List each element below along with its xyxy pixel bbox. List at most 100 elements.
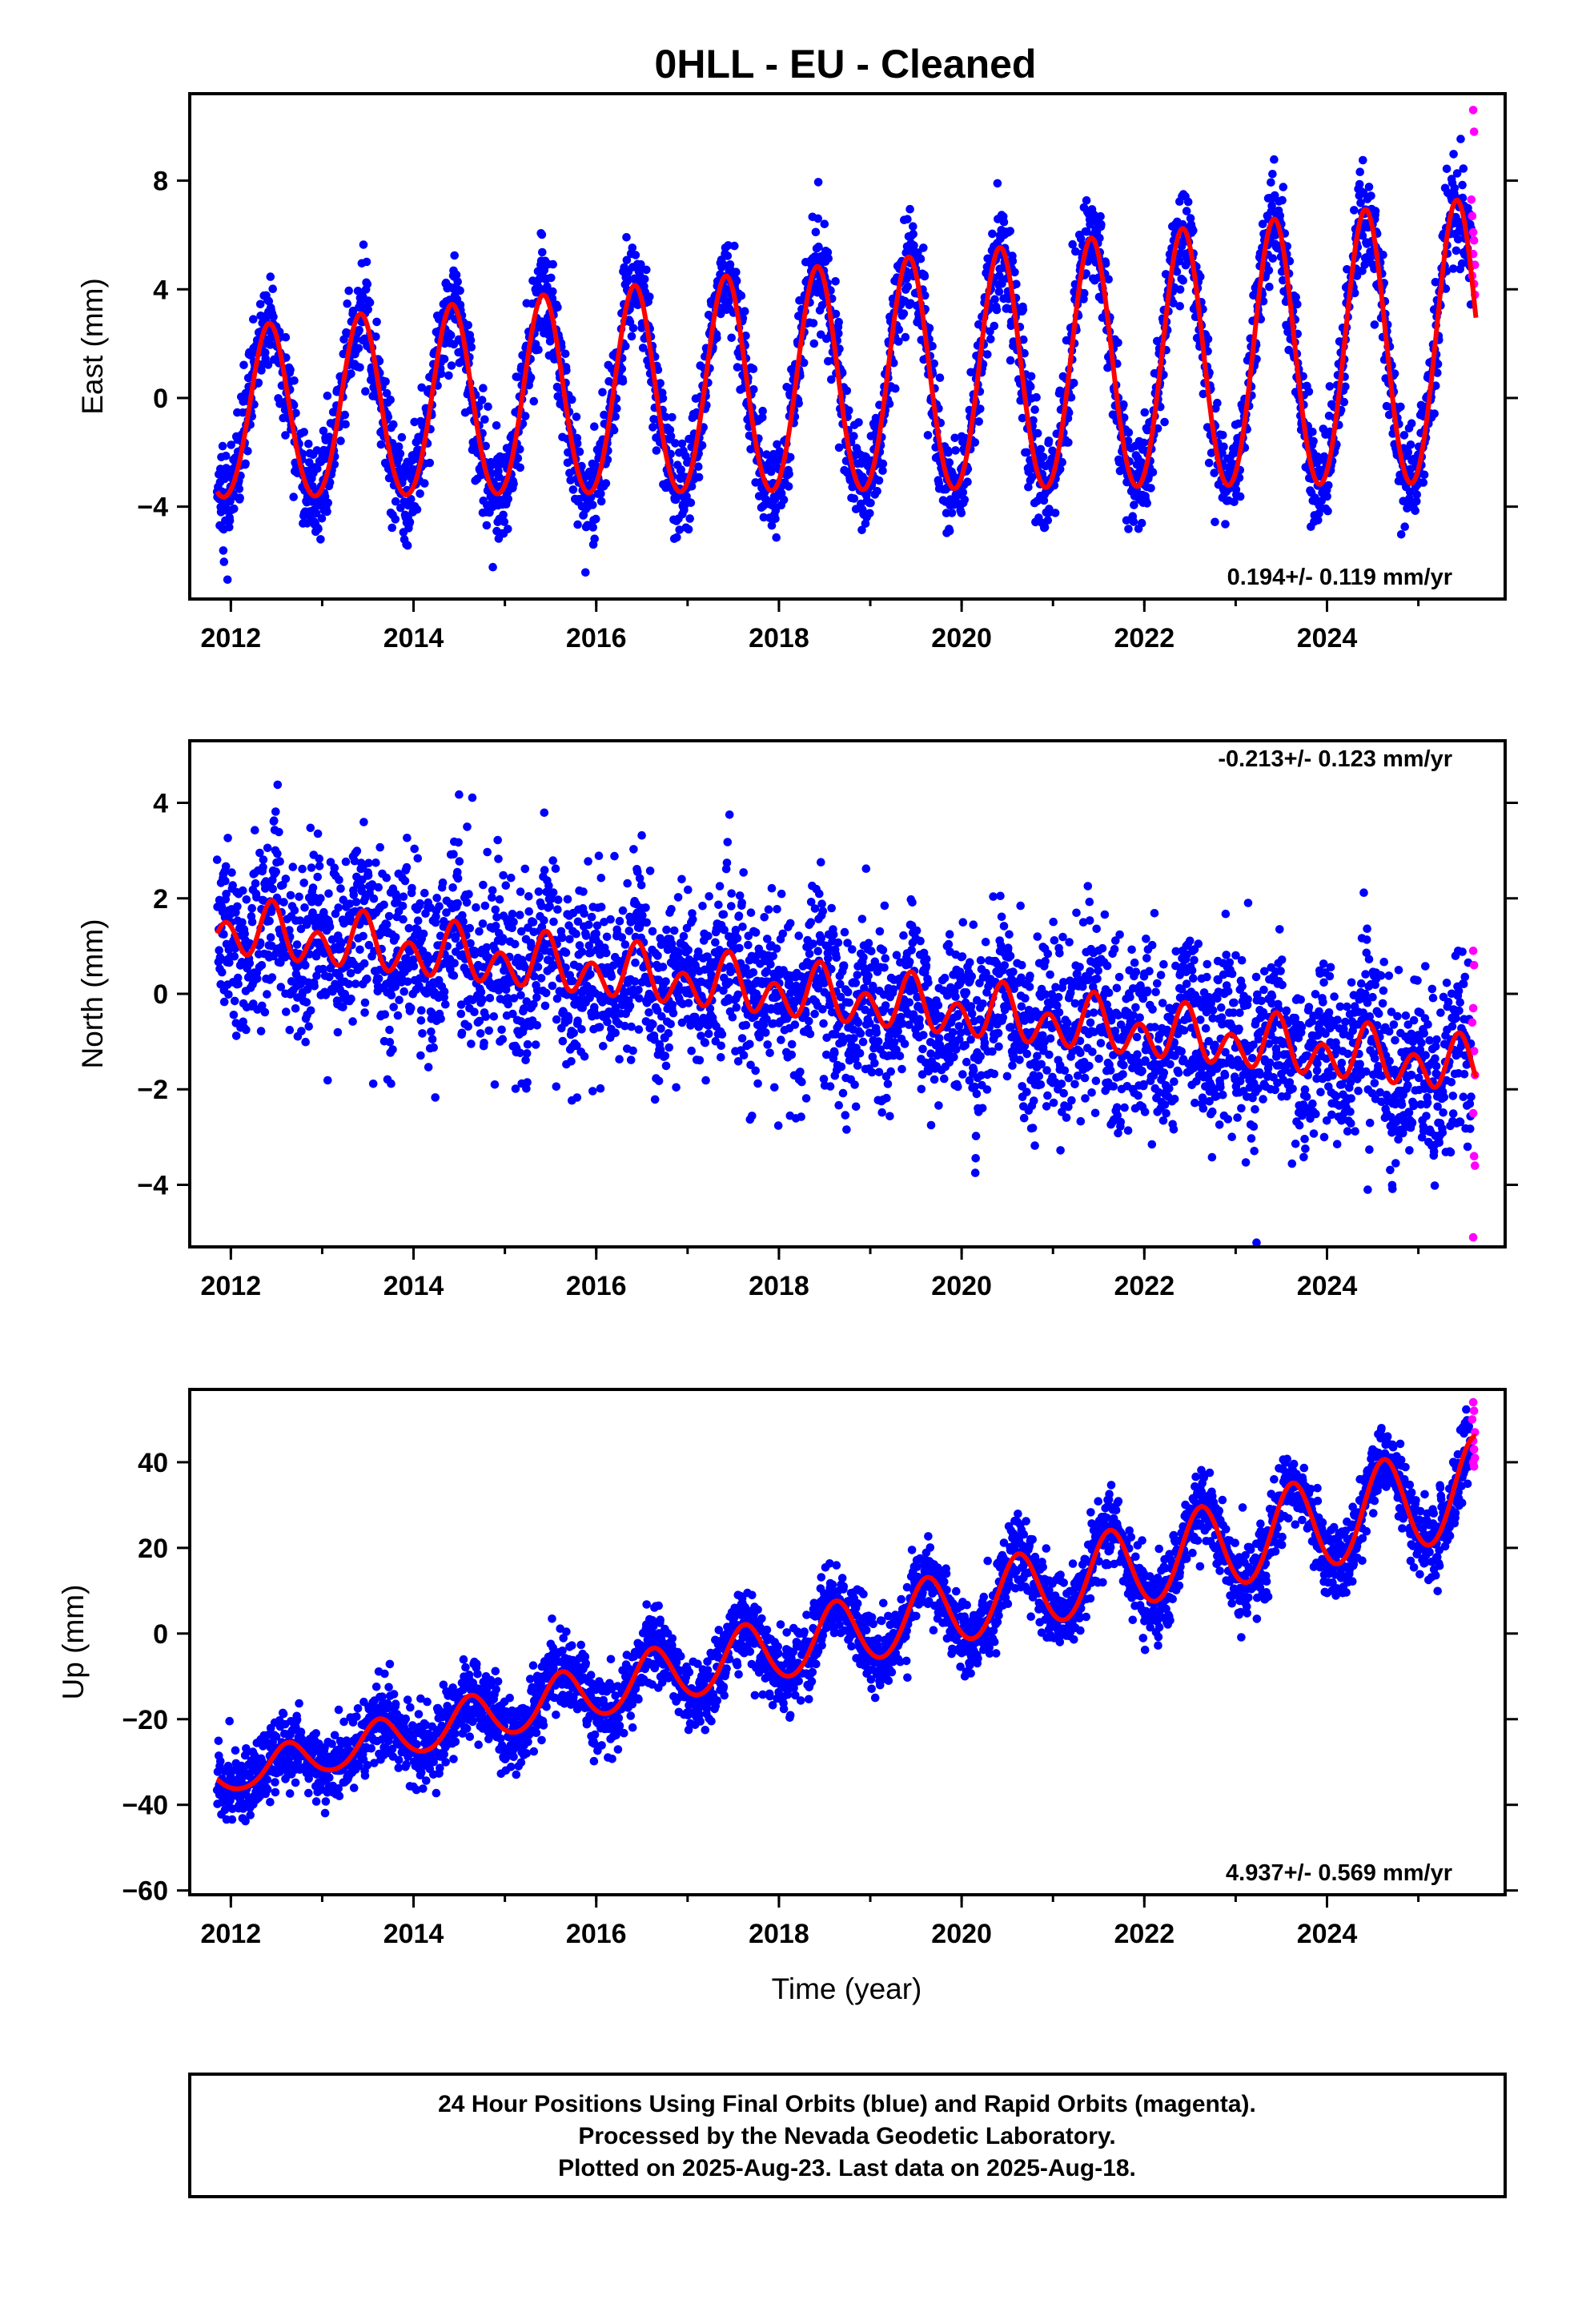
final-orbit-point (223, 834, 232, 842)
final-orbit-point (951, 446, 960, 455)
final-orbit-point (453, 277, 462, 287)
final-orbit-point (976, 404, 985, 413)
final-orbit-point (438, 878, 448, 887)
final-orbit-point (428, 1035, 437, 1043)
final-orbit-point (396, 449, 405, 458)
final-orbit-point (429, 1043, 438, 1052)
final-orbit-point (387, 1079, 396, 1088)
final-orbit-point (1146, 484, 1155, 493)
final-orbit-point (516, 463, 524, 472)
final-orbit-point (490, 1080, 500, 1089)
final-orbit-point (260, 1007, 270, 1017)
final-orbit-point (644, 1008, 653, 1017)
final-orbit-point (522, 1049, 532, 1058)
final-orbit-point (343, 299, 352, 308)
final-orbit-point (472, 903, 480, 912)
final-orbit-point (1219, 431, 1227, 440)
final-orbit-point (456, 286, 464, 296)
final-orbit-point (405, 517, 415, 527)
final-orbit-point (1038, 452, 1048, 461)
final-orbit-point (1213, 398, 1222, 408)
final-orbit-point (491, 905, 500, 915)
final-orbit-point (402, 862, 412, 872)
final-orbit-point (665, 1043, 673, 1052)
final-orbit-point (313, 872, 323, 882)
final-orbit-point (416, 899, 424, 908)
final-orbit-point (388, 1045, 397, 1054)
final-orbit-point (400, 876, 410, 886)
final-orbit-point (661, 977, 670, 986)
final-orbit-point (620, 940, 630, 949)
final-orbit-point (553, 392, 563, 401)
final-orbit-point (834, 317, 843, 327)
final-orbit-point (634, 1025, 644, 1034)
final-orbit-point (464, 1022, 472, 1031)
final-orbit-point (436, 369, 446, 379)
final-orbit-point (732, 276, 741, 286)
final-orbit-point (595, 1023, 604, 1031)
final-orbit-point (355, 945, 364, 955)
final-orbit-point (1175, 302, 1184, 311)
final-orbit-point (444, 371, 453, 380)
final-orbit-point (416, 1051, 425, 1060)
final-orbit-point (368, 1080, 378, 1088)
final-orbit-point (382, 873, 391, 883)
final-orbit-point (1323, 506, 1332, 516)
final-orbit-point (1325, 382, 1335, 391)
final-orbit-point (336, 436, 345, 445)
final-orbit-point (568, 395, 576, 404)
rapid-orbit-point (1469, 235, 1479, 245)
final-orbit-point (794, 399, 803, 408)
final-orbit-point (553, 303, 562, 312)
final-orbit-point (299, 879, 309, 887)
final-orbit-point (464, 320, 472, 330)
final-orbit-point (524, 892, 533, 901)
final-orbit-point (580, 1051, 589, 1061)
final-orbit-point (365, 298, 375, 308)
final-orbit-point (247, 903, 257, 913)
final-orbit-point (1140, 408, 1150, 417)
final-orbit-point (1324, 480, 1333, 490)
final-orbit-point (1124, 428, 1134, 437)
final-orbit-point (719, 259, 728, 269)
final-orbit-point (441, 999, 450, 1009)
final-orbit-point (817, 301, 827, 310)
final-orbit-point (212, 855, 222, 864)
final-orbit-point (532, 1021, 542, 1030)
final-orbit-point (845, 406, 853, 415)
final-orbit-point (623, 879, 632, 888)
final-orbit-point (1371, 207, 1380, 215)
final-orbit-point (501, 881, 511, 890)
final-orbit-point (1364, 183, 1374, 191)
final-orbit-point (509, 479, 518, 489)
final-orbit-point (218, 441, 227, 451)
final-orbit-point (656, 1024, 665, 1033)
final-orbit-point (447, 361, 456, 370)
final-orbit-point (865, 509, 874, 518)
final-orbit-point (809, 319, 818, 328)
east-frame (188, 92, 1507, 601)
final-orbit-point (577, 1025, 586, 1034)
final-orbit-point (463, 822, 472, 831)
final-orbit-point (225, 516, 235, 525)
final-orbit-point (325, 478, 335, 487)
final-orbit-point (606, 915, 615, 924)
final-orbit-point (391, 515, 400, 524)
final-orbit-point (666, 1019, 675, 1028)
final-orbit-point (536, 974, 546, 983)
final-orbit-point (288, 862, 298, 871)
final-orbit-point (408, 883, 416, 893)
final-orbit-point (299, 428, 309, 436)
final-orbit-point (809, 339, 819, 348)
final-orbit-point (625, 1001, 635, 1011)
final-orbit-point (599, 1042, 608, 1051)
final-orbit-point (466, 336, 476, 345)
final-orbit-point (611, 1028, 620, 1037)
final-orbit-point (355, 363, 364, 372)
final-orbit-point (298, 864, 307, 874)
final-orbit-point (1267, 178, 1275, 187)
final-orbit-point (687, 481, 697, 491)
final-orbit-point (520, 412, 530, 420)
final-orbit-point (455, 857, 464, 866)
